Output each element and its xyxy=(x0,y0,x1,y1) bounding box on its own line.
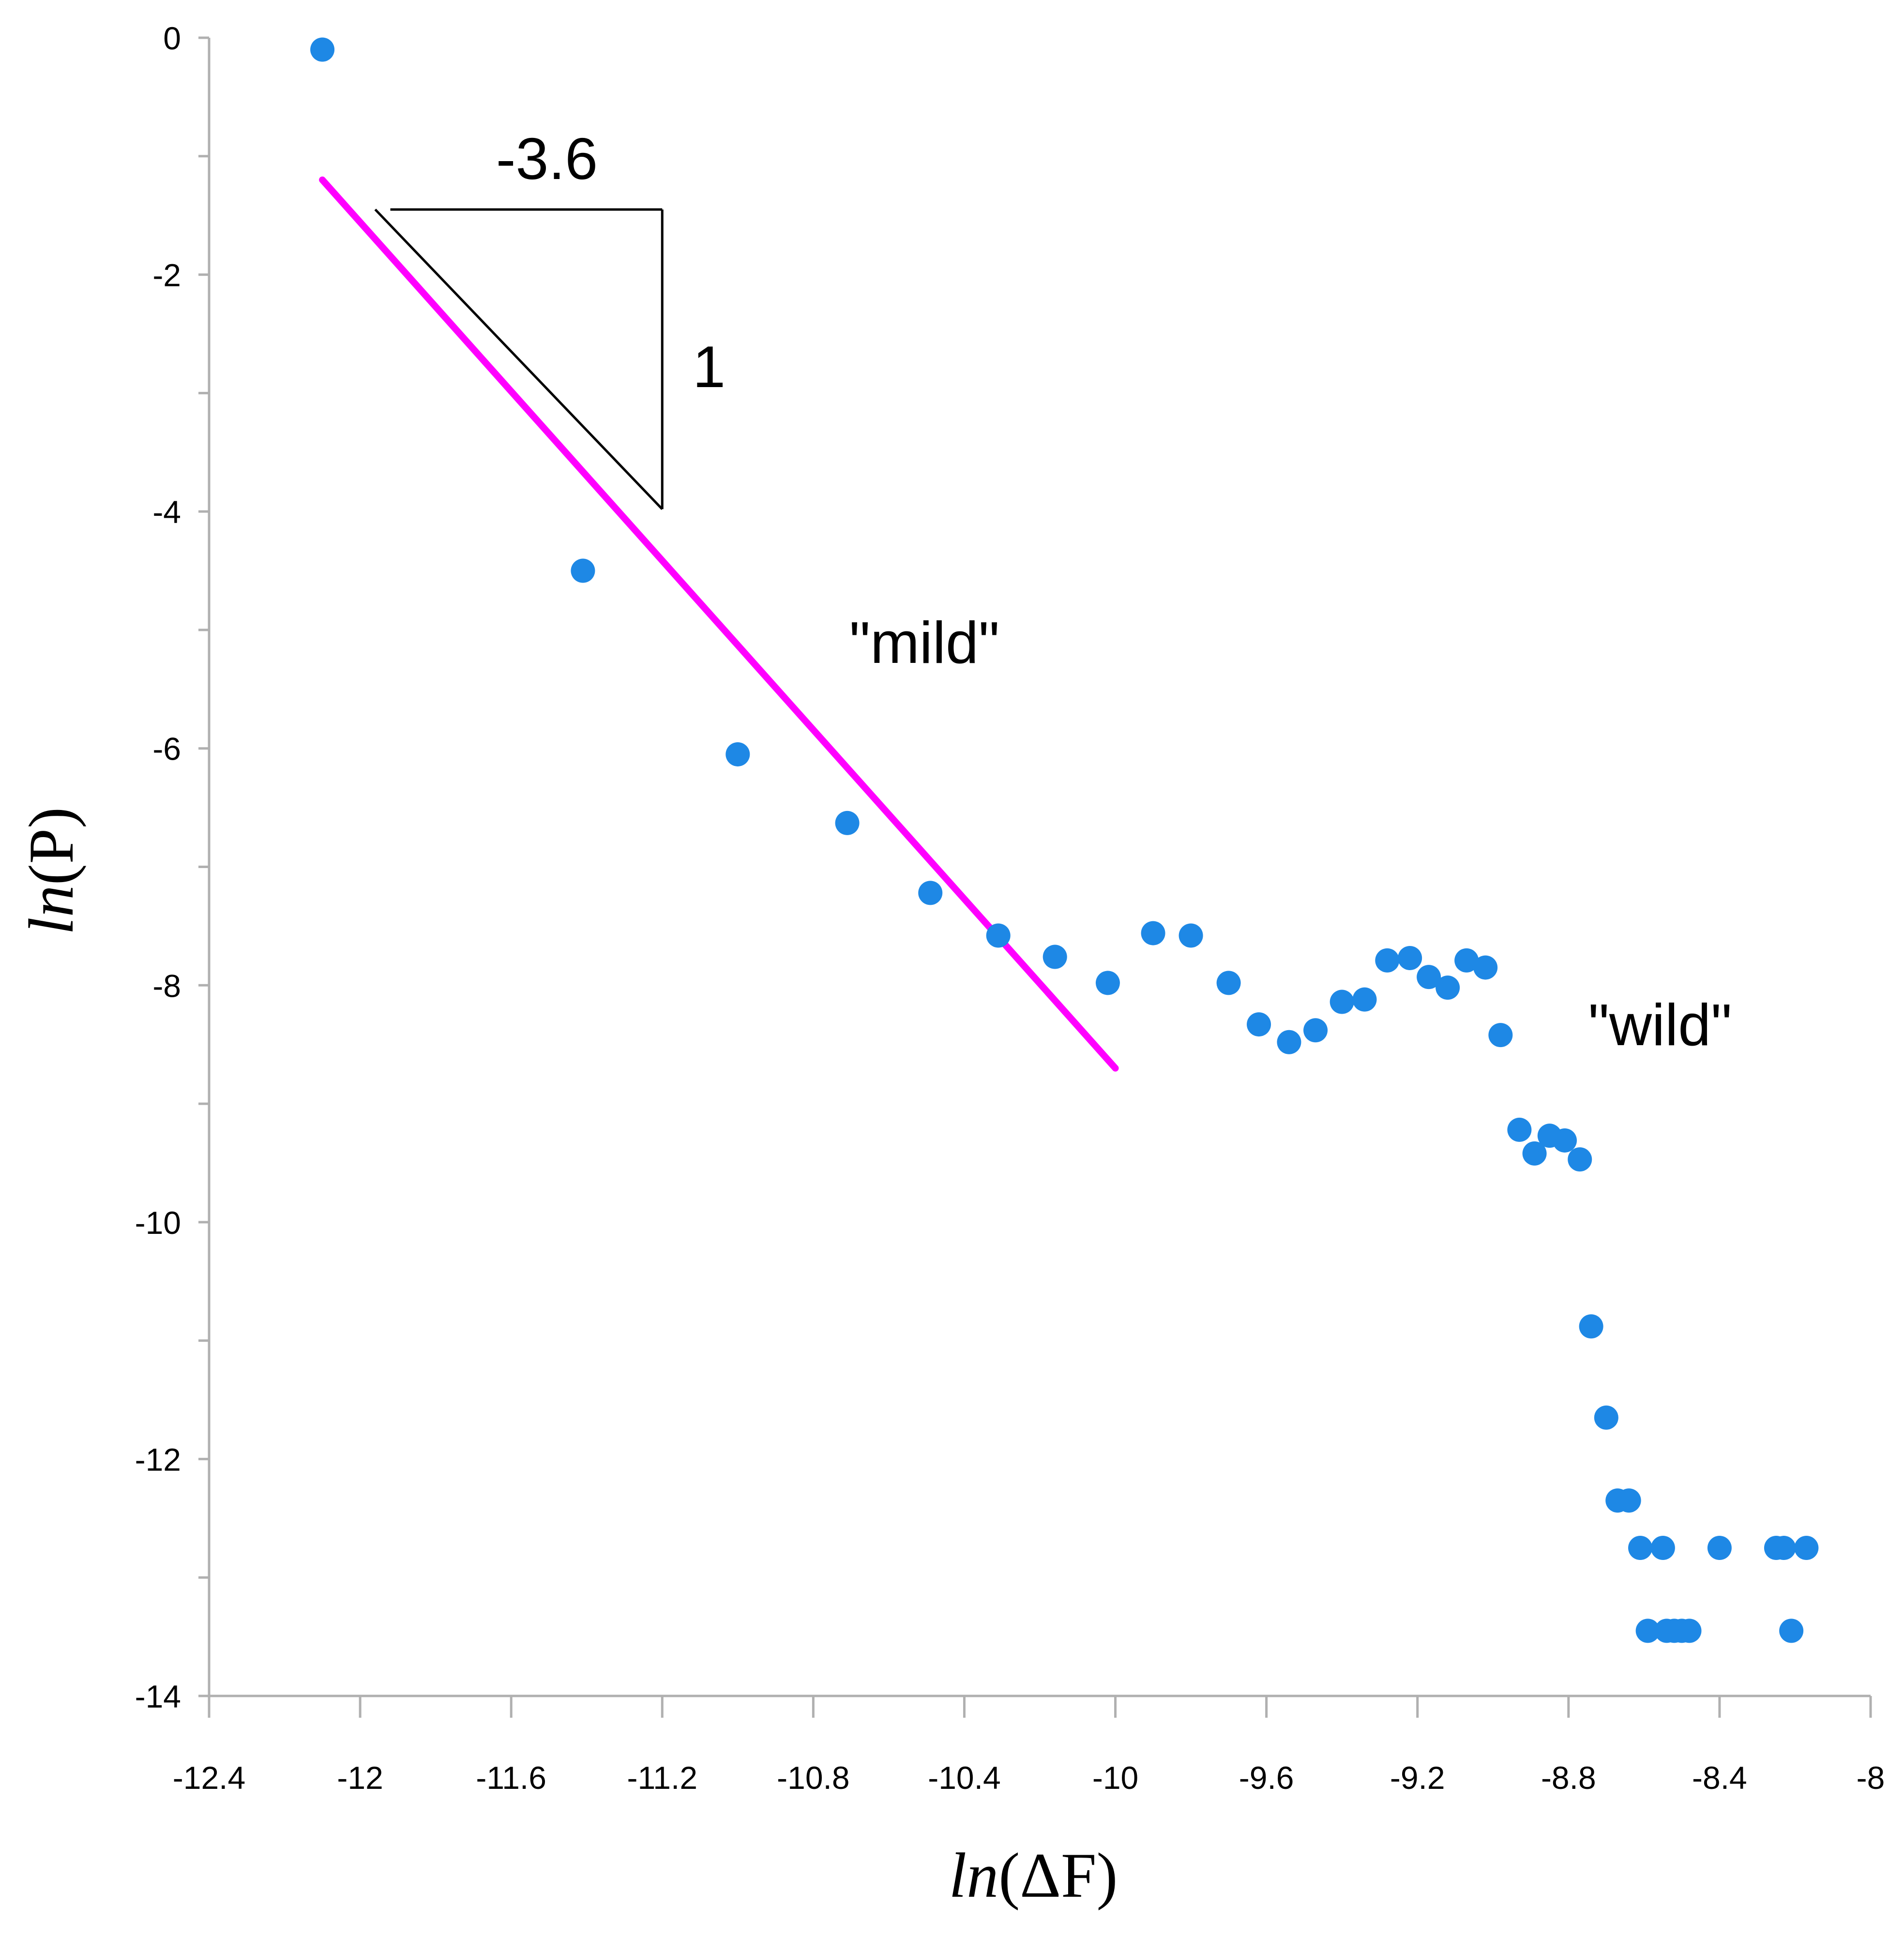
data-point xyxy=(1579,1314,1603,1339)
data-point xyxy=(1277,1030,1301,1054)
y-axis-title-rest: (P) xyxy=(15,807,87,885)
data-point xyxy=(1677,1619,1702,1643)
data-point xyxy=(1771,1536,1796,1560)
y-tick-label: 0 xyxy=(163,20,181,56)
data-point xyxy=(1707,1536,1732,1560)
data-point xyxy=(1568,1147,1592,1172)
data-point xyxy=(1628,1536,1653,1560)
x-axis-title-rest: (ΔF) xyxy=(998,1840,1118,1911)
data-point xyxy=(1617,1488,1641,1513)
data-point xyxy=(1779,1619,1804,1643)
x-tick-label: -9.2 xyxy=(1390,1760,1445,1796)
data-point xyxy=(1095,971,1120,995)
y-tick-label: -8 xyxy=(152,968,181,1004)
x-tick-label: -10.4 xyxy=(928,1760,1000,1796)
mild-label: "mild" xyxy=(849,610,999,675)
x-axis-title: ln(ΔF) xyxy=(949,1840,1118,1911)
data-point xyxy=(1553,1128,1577,1153)
data-point xyxy=(1398,945,1422,970)
data-point xyxy=(1417,965,1441,989)
data-point xyxy=(1454,948,1479,973)
data-point xyxy=(1216,971,1241,995)
x-tick-label: -12.4 xyxy=(173,1760,245,1796)
x-ticks: -12.4 -12 -11.6 -11.2 -10.8 -10.4 -10 -9.6 -9.2 -… xyxy=(173,1696,1885,1796)
y-axis-title-italic: ln xyxy=(15,885,87,935)
data-point xyxy=(1247,1012,1271,1037)
y-tick-label: -6 xyxy=(152,731,181,767)
data-point xyxy=(835,810,860,835)
axes: 0 -2 -4 -6 -8 -10 -12 -14 -12.4 -12 -11.6 -11.2 -10… xyxy=(135,20,1885,1796)
data-point xyxy=(1375,948,1400,973)
x-tick-label: -11.2 xyxy=(627,1760,697,1796)
y-tick-label: -4 xyxy=(152,494,181,530)
data-point xyxy=(1650,1536,1675,1560)
data-point xyxy=(918,881,943,905)
data-point xyxy=(1594,1405,1618,1430)
data-point xyxy=(1635,1619,1660,1643)
data-point xyxy=(1488,1023,1513,1048)
data-point xyxy=(571,558,595,583)
slope-triangle-hypotenuse xyxy=(374,209,664,510)
data-point xyxy=(1141,921,1165,945)
data-point xyxy=(725,742,750,766)
data-point xyxy=(1179,923,1203,948)
y-tick-label: -2 xyxy=(152,257,181,293)
x-tick-label: -8.8 xyxy=(1541,1760,1596,1796)
x-tick-label: -11.6 xyxy=(476,1760,546,1796)
data-point xyxy=(1303,1018,1328,1043)
data-point xyxy=(1330,989,1354,1014)
slope-run-label: -3.6 xyxy=(496,126,598,192)
x-axis-title-italic: ln xyxy=(949,1840,999,1911)
data-point xyxy=(1473,955,1498,980)
slope-rise-label: 1 xyxy=(693,334,725,400)
data-points xyxy=(310,37,1819,1643)
wild-label: "wild" xyxy=(1588,992,1732,1058)
data-point xyxy=(1522,1141,1547,1166)
y-tick-label: -14 xyxy=(135,1679,181,1714)
data-point xyxy=(310,37,335,62)
data-point xyxy=(1043,945,1067,969)
x-tick-label: -9.6 xyxy=(1239,1760,1294,1796)
data-point xyxy=(1794,1536,1819,1560)
y-tick-label: -10 xyxy=(135,1205,181,1241)
data-point xyxy=(986,923,1011,948)
data-point xyxy=(1507,1117,1532,1142)
y-axis-title: ln(P) xyxy=(15,807,87,935)
x-tick-label: -10.8 xyxy=(777,1760,849,1796)
fit-line xyxy=(319,176,1119,1072)
x-tick-label: -10 xyxy=(1092,1760,1138,1796)
x-tick-label: -12 xyxy=(337,1760,383,1796)
y-ticks: 0 -2 -4 -6 -8 -10 -12 -14 xyxy=(135,20,209,1714)
x-tick-label: -8.4 xyxy=(1692,1760,1747,1796)
slope-triangle xyxy=(374,208,664,510)
data-point xyxy=(1436,975,1460,1000)
x-tick-label: -8 xyxy=(1857,1760,1885,1796)
y-tick-label: -12 xyxy=(135,1441,181,1477)
data-point xyxy=(1352,987,1377,1012)
